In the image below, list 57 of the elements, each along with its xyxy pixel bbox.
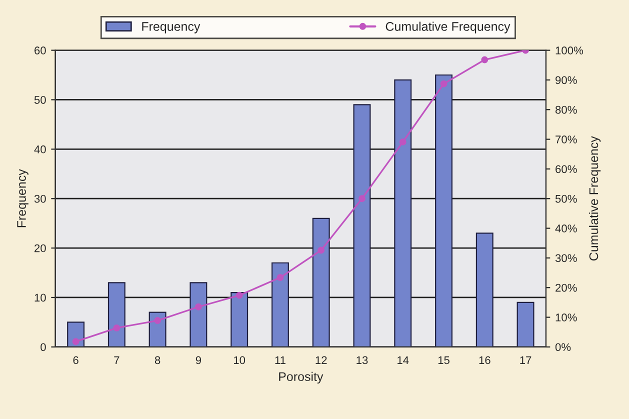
x-tick-label: 13 [356,356,368,364]
legend-label: Frequency [142,22,200,34]
bar [312,218,330,347]
bar [394,79,412,347]
x-tick-label: 15 [438,356,450,364]
legend-label: Cumulative Frequency [386,22,510,34]
y-tick-label: 60 [34,46,46,54]
x-tick-label: 16 [479,356,490,364]
point [440,80,448,88]
y2-tick-label: 80% [555,106,577,114]
point [276,274,284,281]
bar [108,282,126,347]
y2-tick-label: 60% [556,165,577,174]
y-tick-label: 10 [34,294,46,302]
y2-tick-label: 30% [555,254,577,262]
x-tick-label: 11 [275,356,286,364]
y2-tick-label: 40% [555,224,577,232]
y2-tick-label: 0% [555,343,571,352]
x-tick-label: 12 [316,356,327,364]
x-tick-label: 7 [114,356,120,364]
point [154,317,162,324]
point [194,303,202,310]
point [318,246,325,254]
y2-tick-label: 90% [556,76,577,84]
bar [435,74,452,347]
y2-tick-label: 10% [556,314,577,322]
y2-axis-title: Cumulative Frequency [588,136,601,260]
point [481,56,488,64]
y-tick-label: 20 [34,244,46,252]
bar [516,302,534,347]
y2-tick-label: 50% [555,194,577,203]
point [72,338,80,346]
bar [148,312,166,347]
x-tick-label: 8 [154,356,160,364]
point [236,292,243,299]
bar [190,282,208,347]
bar [271,262,289,347]
y-tick-label: 40 [34,145,46,154]
y-tick-label: 30 [34,194,46,203]
point [113,324,120,332]
bar [230,292,248,347]
x-tick-label: 17 [520,356,532,364]
y-tick-label: 0 [40,343,46,352]
y2-tick-label: 70% [556,136,577,144]
point [358,195,366,202]
x-tick-label: 9 [196,356,202,364]
x-tick-label: 6 [73,356,78,364]
y-axis-title: Frequency [17,169,28,228]
x-tick-label: 14 [398,356,409,364]
y2-tick-label: 100% [556,46,584,54]
x-axis-title: Porosity [279,372,324,384]
bar [476,232,494,347]
bar [353,104,371,347]
y2-tick-label: 20% [556,284,577,292]
point [399,138,406,146]
x-tick-label: 10 [234,356,246,364]
y-tick-label: 50 [34,96,46,104]
